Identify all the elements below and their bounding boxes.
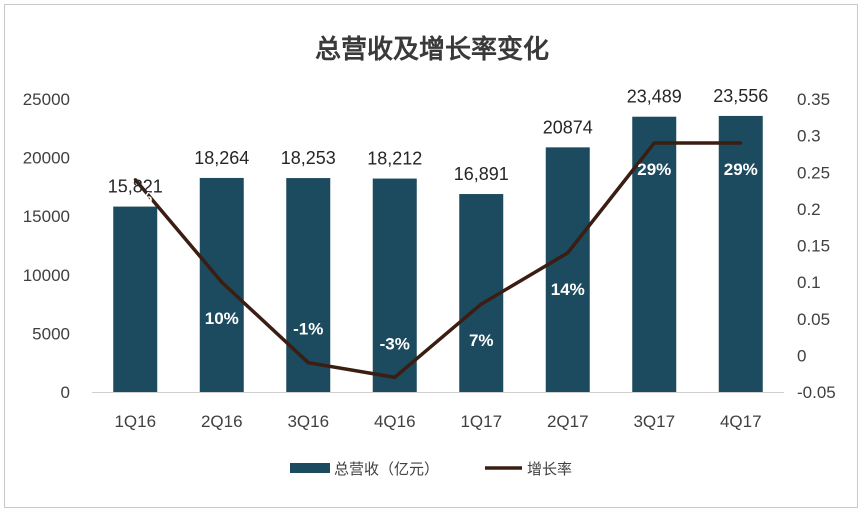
bar-series <box>113 115 763 393</box>
x-axis-tick-label: 4Q16 <box>374 412 416 431</box>
legend: 总营收（亿元） 增长率 <box>290 460 572 478</box>
bar <box>372 178 417 392</box>
left-axis-tick-label: 10000 <box>23 266 70 285</box>
bar <box>113 206 158 392</box>
right-axis-tick-label: 0.15 <box>797 237 830 256</box>
growth-rate-label: 7% <box>469 331 494 350</box>
bar <box>718 115 763 393</box>
growth-point <box>393 375 397 379</box>
left-axis-tick-label: 5000 <box>32 324 70 343</box>
right-axis-tick-label: 0.25 <box>797 163 830 182</box>
bar-value-label: 23,556 <box>713 86 768 106</box>
bar-value-label: 18,264 <box>194 148 249 168</box>
growth-rate-label: 14% <box>551 280 585 299</box>
x-axis-tick-label: 1Q16 <box>114 412 156 431</box>
right-axis-tick-label: 0.05 <box>797 310 830 329</box>
bar-value-label: 15,821 <box>108 177 163 197</box>
chart-title: 总营收及增长率变化 <box>315 34 549 65</box>
right-axis-tick-label: 0.3 <box>797 127 821 146</box>
growth-point <box>652 141 656 145</box>
x-axis-tick-label: 3Q16 <box>287 412 329 431</box>
x-axis: 1Q16 2Q16 3Q16 4Q16 1Q17 2Q17 3Q17 4Q17 <box>92 392 784 431</box>
line-series <box>133 141 743 380</box>
left-axis-tick-label: 20000 <box>23 149 70 168</box>
bar <box>286 178 331 392</box>
legend-label-growth: 增长率 <box>527 460 572 478</box>
growth-rate-label: 24% <box>118 189 152 208</box>
legend-swatch-revenue <box>290 463 330 473</box>
bar-value-label: 20874 <box>543 117 593 137</box>
data-labels: 15,821 18,264 18,253 18,212 16,891 20874 23,48… <box>108 86 769 353</box>
bar-value-label: 18,212 <box>367 149 422 169</box>
growth-point <box>739 141 743 145</box>
bar-value-label: 18,253 <box>281 148 336 168</box>
bar <box>545 147 590 392</box>
legend-label-revenue: 总营收（亿元） <box>334 460 439 478</box>
growth-line <box>133 141 741 380</box>
right-axis-tick-label: 0.1 <box>797 273 821 292</box>
bar <box>199 177 244 392</box>
x-axis-tick-label: 2Q16 <box>201 412 243 431</box>
growth-point <box>133 178 137 182</box>
growth-point <box>566 251 570 255</box>
x-axis-tick-label: 3Q17 <box>633 412 675 431</box>
left-axis-tick-label: 25000 <box>23 90 70 109</box>
growth-rate-label: -1% <box>293 320 323 339</box>
growth-point <box>306 361 310 365</box>
bar <box>459 194 504 392</box>
growth-rate-label: 29% <box>637 160 671 179</box>
right-axis-tick-label: 0 <box>797 346 806 365</box>
left-axis-tick-label: 0 <box>61 383 70 402</box>
right-axis-tick-label: 0.2 <box>797 200 821 219</box>
bar-value-label: 16,891 <box>454 164 509 184</box>
right-axis-tick-label: -0.05 <box>797 383 836 402</box>
right-axis-tick-label: 0.35 <box>797 90 830 109</box>
x-axis-tick-label: 1Q17 <box>460 412 502 431</box>
left-axis: 0 5000 10000 15000 20000 25000 <box>23 90 70 402</box>
growth-point <box>220 280 224 284</box>
right-axis: -0.05 0 0.05 0.1 0.15 0.2 0.25 0.3 0.35 <box>797 90 836 402</box>
x-axis-tick-label: 2Q17 <box>547 412 589 431</box>
growth-rate-label: -3% <box>380 334 410 353</box>
left-axis-tick-label: 15000 <box>23 207 70 226</box>
bar <box>632 116 677 392</box>
growth-rate-label: 10% <box>205 309 239 328</box>
growth-point <box>479 302 483 306</box>
growth-rate-label: 29% <box>724 160 758 179</box>
x-axis-tick-label: 4Q17 <box>720 412 762 431</box>
bar-value-label: 23,489 <box>627 87 682 107</box>
